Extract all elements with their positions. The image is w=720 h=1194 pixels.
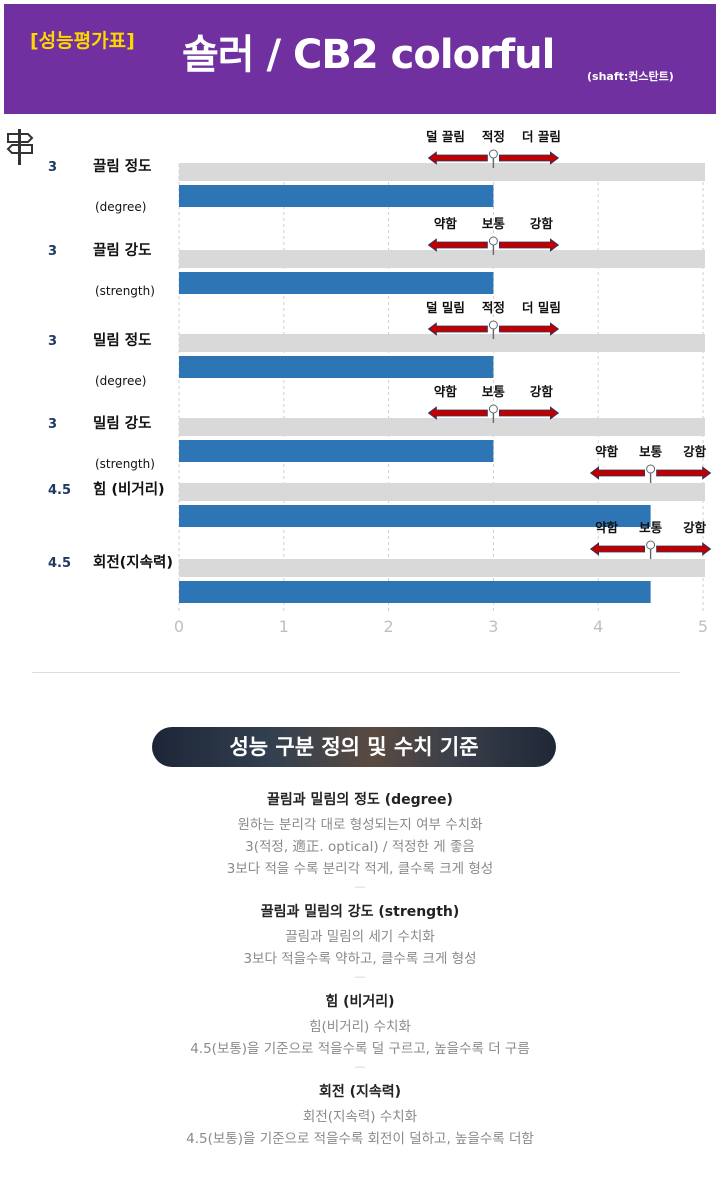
scale-label-right: 강함 (530, 216, 554, 231)
pin-icon (488, 149, 498, 159)
header-tag: [성능평가표] (30, 30, 135, 52)
track-bar (179, 250, 705, 268)
value-label: 3 (48, 417, 57, 432)
category-label: 밀림 강도 (93, 414, 151, 432)
definitions-section: 끌림과 밀림의 정도 (degree) 원하는 분리각 대로 형성되는지 여부 수… (0, 782, 720, 1150)
scale-label-left: 약함 (595, 444, 619, 459)
header-banner: [성능평가표] 숄러 / CB2 colorful (shaft:컨스탄트) (4, 4, 716, 114)
x-tick-label: 1 (279, 617, 289, 636)
definition-line: 3(적정, 適正. optical) / 적정한 게 좋음 (245, 839, 475, 855)
performance-chart: 3 끌림 정도(degree)덜 끌림 적정 더 끌림3 끌림 강도(strength)… (6, 129, 712, 636)
scale-arrow-right (499, 238, 560, 252)
definition-separator: — (354, 1060, 366, 1073)
value-bar (179, 505, 651, 527)
definition-separator: — (354, 970, 366, 983)
scale-label-left: 약함 (434, 384, 458, 399)
signpost-icon-bottom (6, 144, 33, 154)
x-tick-label: 4 (593, 617, 603, 636)
value-bar (179, 272, 494, 294)
definition-separator: — (354, 880, 366, 893)
scale-arrow-left (427, 406, 488, 420)
category-label: 밀림 정도 (93, 331, 151, 349)
scale-label-mid: 적정 (482, 129, 505, 144)
scale-label-right: 더 끌림 (522, 129, 561, 144)
value-label: 3 (48, 334, 57, 349)
track-bar (179, 163, 705, 181)
category-label: 힘 (비거리) (93, 481, 165, 498)
scale-label-mid: 적정 (482, 300, 505, 315)
definition-line: 3보다 적을 수록 분리각 적게, 클수록 크게 형성 (226, 861, 494, 877)
scale-label-left: 덜 밀림 (426, 300, 465, 315)
value-label: 3 (48, 244, 57, 259)
track-bar (179, 418, 705, 436)
scale-arrow-left (589, 466, 645, 480)
scale-label-right: 더 밀림 (522, 300, 561, 315)
scale-label-mid: 보통 (639, 520, 663, 535)
scale-label-left: 덜 끌림 (426, 129, 465, 144)
value-bar (179, 356, 494, 378)
category-label: 끌림 정도 (93, 157, 151, 175)
scale-label-mid: 보통 (639, 444, 663, 459)
value-label: 4.5 (48, 483, 71, 498)
category-sublabel: (strength) (95, 457, 155, 471)
track-bar (179, 334, 705, 352)
scale-label-right: 강함 (683, 444, 707, 459)
scale-arrow-left (427, 238, 488, 252)
definitions-banner: 성능 구분 정의 및 수치 기준 (152, 727, 556, 767)
shaft-note: (shaft:컨스탄트) (587, 70, 674, 83)
scale-arrow-left (427, 151, 488, 165)
pin-icon (488, 320, 498, 330)
category-sublabel: (strength) (95, 284, 155, 298)
definition-title: 끌림과 밀림의 강도 (strength) (260, 904, 460, 920)
signpost-icon (18, 129, 21, 165)
scale-label-mid: 보통 (482, 216, 506, 231)
pin-icon (646, 540, 656, 550)
definition-line: 힘(비거리) 수치화 (309, 1019, 411, 1035)
scale-arrow-right (499, 322, 560, 336)
definition-line: 회전(지속력) 수치화 (302, 1109, 418, 1125)
value-label: 3 (48, 160, 57, 175)
scale-arrow-left (589, 542, 645, 556)
definition-line: 4.5(보통)을 기준으로 적을수록 덜 구르고, 높을수록 더 구름 (190, 1041, 530, 1057)
value-bar (179, 185, 494, 207)
page-title: 숄러 / CB2 colorful (182, 32, 555, 78)
definition-title: 회전 (지속력) (318, 1084, 402, 1100)
value-bar (179, 440, 494, 462)
value-label: 4.5 (48, 556, 71, 571)
scale-label-mid: 보통 (482, 384, 506, 399)
scale-arrow-right (656, 542, 712, 556)
signpost-icon-top (7, 133, 34, 143)
pin-icon (488, 236, 498, 246)
category-label: 회전(지속력) (93, 553, 173, 571)
x-tick-label: 5 (698, 617, 708, 636)
scale-arrow-right (499, 406, 560, 420)
definition-title: 끌림과 밀림의 정도 (degree) (267, 792, 453, 808)
definition-line: 끌림과 밀림의 세기 수치화 (285, 929, 435, 945)
scale-label-right: 강함 (530, 384, 554, 399)
definition-line: 4.5(보통)을 기준으로 적을수록 회전이 덜하고, 높을수록 더함 (186, 1131, 534, 1147)
track-bar (179, 483, 705, 501)
x-tick-label: 3 (488, 617, 498, 636)
category-label: 끌림 강도 (93, 241, 151, 259)
scale-label-right: 강함 (683, 520, 707, 535)
pin-icon (488, 404, 498, 414)
scale-arrow-right (499, 151, 560, 165)
section-divider (32, 672, 680, 673)
pin-icon (646, 464, 656, 474)
scale-arrow-left (427, 322, 488, 336)
scale-label-left: 약함 (434, 216, 458, 231)
definition-title: 힘 (비거리) (325, 994, 395, 1010)
category-sublabel: (degree) (95, 200, 146, 214)
category-sublabel: (degree) (95, 374, 146, 388)
scale-arrow-right (656, 466, 712, 480)
track-bar (179, 559, 705, 577)
scale-label-left: 약함 (595, 520, 619, 535)
definition-line: 원하는 분리각 대로 형성되는지 여부 수치화 (237, 817, 483, 833)
definition-line: 3보다 적을수록 약하고, 클수록 크게 형성 (243, 951, 477, 967)
value-bar (179, 581, 651, 603)
x-tick-label: 0 (174, 617, 184, 636)
x-tick-label: 2 (384, 617, 394, 636)
